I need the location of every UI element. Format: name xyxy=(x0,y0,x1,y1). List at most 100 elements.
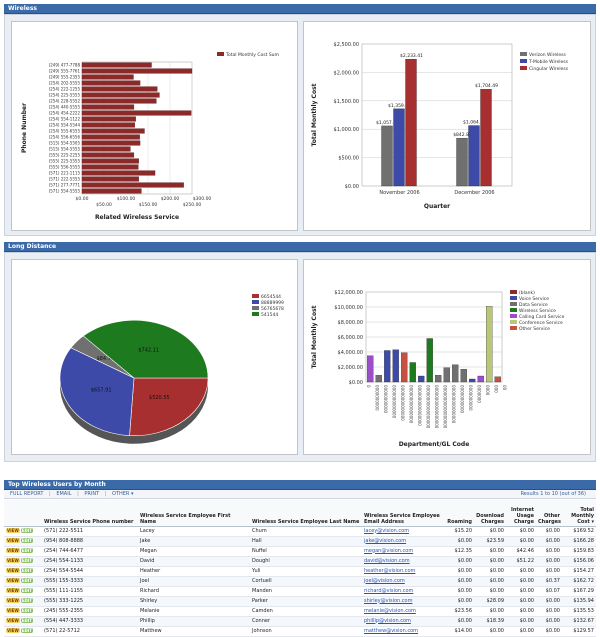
total-cost-cell: $159.83 xyxy=(562,546,596,557)
bar xyxy=(81,164,139,170)
bar xyxy=(367,355,374,383)
y-tick-label: $2,500.00 xyxy=(334,42,359,48)
phone-tick-label: (254) 202-5555 xyxy=(49,81,81,86)
bar xyxy=(477,375,484,383)
print-link[interactable]: PRINT xyxy=(84,491,100,497)
phone-tick-label: (254) 225-5555 xyxy=(49,93,81,98)
column-header[interactable]: Download Charges xyxy=(474,500,506,527)
edit-badge[interactable]: EDIT xyxy=(20,567,34,573)
email-link[interactable]: matthew@vision.com xyxy=(364,627,419,634)
bar xyxy=(452,364,459,383)
bar xyxy=(469,378,476,383)
email-link[interactable]: david@vision.com xyxy=(364,557,410,564)
bar-value-label: $1,064.41 xyxy=(463,120,486,126)
category-tick-label: 00 xyxy=(502,385,507,391)
bar xyxy=(81,110,192,116)
column-header[interactable]: Wireless Service Employee First Name xyxy=(138,500,250,527)
legend-swatch xyxy=(252,294,259,298)
bar xyxy=(81,134,140,140)
y-tick-label: $0.00 xyxy=(349,380,363,386)
row-actions: VIEW EDIT xyxy=(4,536,42,547)
view-badge[interactable]: VIEW xyxy=(6,557,20,563)
view-badge[interactable]: VIEW xyxy=(6,537,20,543)
edit-badge[interactable]: EDIT xyxy=(20,527,34,533)
edit-badge[interactable]: EDIT xyxy=(20,627,34,633)
email-link[interactable]: lacey@vision.com xyxy=(364,527,410,534)
edit-badge[interactable]: EDIT xyxy=(20,597,34,603)
table-row: VIEW EDIT (254) 554-5544 Heather Yuli heather… xyxy=(4,566,596,577)
email-link[interactable]: megan@vision.com xyxy=(364,547,414,554)
legend-label: T-Mobile Wireless xyxy=(528,59,569,65)
y-tick-label: $0.00 xyxy=(345,184,359,190)
email-cell: david@vision.com xyxy=(362,556,444,567)
edit-badge[interactable]: EDIT xyxy=(20,547,34,553)
bar xyxy=(81,62,152,68)
email-link[interactable]: EMAIL xyxy=(56,491,72,497)
table-row: VIEW EDIT (954) 808-8888 Jake Hall jake@visio… xyxy=(4,536,596,547)
toolbar-separator: | xyxy=(104,491,107,497)
other-charges-cell: $0.00 xyxy=(536,626,562,637)
view-badge[interactable]: VIEW xyxy=(6,587,20,593)
bar xyxy=(81,152,135,158)
legend-label: 541544 xyxy=(261,312,278,318)
total-cost-cell: $154.27 xyxy=(562,566,596,577)
bar xyxy=(405,58,417,187)
view-badge[interactable]: VIEW xyxy=(6,567,20,573)
email-link[interactable]: richard@vision.com xyxy=(364,587,414,594)
edit-badge[interactable]: EDIT xyxy=(20,537,34,543)
email-cell: megan@vision.com xyxy=(362,546,444,557)
first-name-cell: Joel xyxy=(138,576,250,587)
legend-label: Wireless Service xyxy=(519,308,556,314)
email-link[interactable]: heather@vision.com xyxy=(364,567,416,574)
last-name-cell: Parker xyxy=(250,596,362,607)
pie-slice xyxy=(129,377,209,436)
bar xyxy=(81,74,134,80)
view-badge[interactable]: VIEW xyxy=(6,577,20,583)
column-header[interactable]: Roaming xyxy=(444,500,474,527)
full-report-link[interactable]: FULL REPORT xyxy=(10,491,44,497)
email-cell: shirley@vision.com xyxy=(362,596,444,607)
legend-swatch xyxy=(520,59,527,63)
x-tick-label: $250.00 xyxy=(183,202,202,208)
column-header[interactable]: Other Charges xyxy=(536,500,562,527)
view-badge[interactable]: VIEW xyxy=(6,547,20,553)
view-badge[interactable]: VIEW xyxy=(6,527,20,533)
category-tick-label: 0000000000 xyxy=(468,385,473,411)
column-header[interactable]: Internet Usage Charge xyxy=(506,500,536,527)
column-header[interactable]: Total Monthly Cost ▾ xyxy=(562,500,596,527)
edit-badge[interactable]: EDIT xyxy=(20,617,34,623)
edit-badge[interactable]: EDIT xyxy=(20,607,34,613)
internet-cell: $0.00 xyxy=(506,526,536,537)
view-badge[interactable]: VIEW xyxy=(6,617,20,623)
edit-badge[interactable]: EDIT xyxy=(20,577,34,583)
download-cell: $0.00 xyxy=(474,576,506,587)
bar xyxy=(81,104,135,110)
other-menu[interactable]: OTHER ▾ xyxy=(112,491,134,497)
column-header[interactable]: Wireless Service Phone number xyxy=(42,500,138,527)
phone-tick-label: (249) 555-2355 xyxy=(49,75,81,80)
last-name-cell: Yuli xyxy=(250,566,362,577)
phone-cell: (555) 155-3333 xyxy=(42,576,138,587)
column-header[interactable]: Wireless Service Employee Email Address xyxy=(362,500,444,527)
column-header[interactable]: Wireless Service Employee Last Name xyxy=(250,500,362,527)
email-link[interactable]: joel@vision.com xyxy=(364,577,405,584)
x-tick-label: $100.00 xyxy=(117,196,136,202)
view-badge[interactable]: VIEW xyxy=(6,597,20,603)
category-tick-label: 0000000000000 xyxy=(392,385,397,419)
edit-badge[interactable]: EDIT xyxy=(20,587,34,593)
email-link[interactable]: jake@vision.com xyxy=(364,537,407,544)
y-tick-label: $2,000.00 xyxy=(334,70,359,76)
edit-badge[interactable]: EDIT xyxy=(20,557,34,563)
y-tick-label: $4,000.00 xyxy=(338,350,363,356)
email-link[interactable]: shirley@vision.com xyxy=(364,597,413,604)
phone-cell: (245) 555-2355 xyxy=(42,606,138,617)
view-badge[interactable]: VIEW xyxy=(6,607,20,613)
first-name-cell: Lacey xyxy=(138,526,250,537)
legend-swatch xyxy=(510,314,517,318)
last-name-cell: Manden xyxy=(250,586,362,597)
view-badge[interactable]: VIEW xyxy=(6,627,20,633)
email-link[interactable]: phillip@vision.com xyxy=(364,617,411,624)
bar xyxy=(443,367,450,383)
bar-value-label: $1,057.51 xyxy=(376,120,399,126)
email-link[interactable]: melanie@vision.com xyxy=(364,607,416,614)
